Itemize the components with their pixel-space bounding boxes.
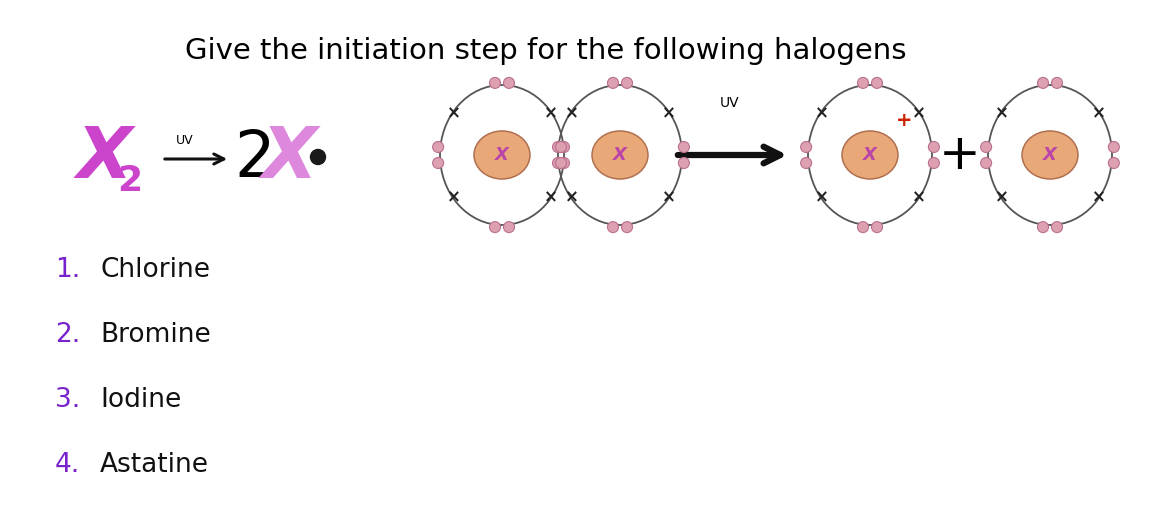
Circle shape [608, 222, 618, 233]
Circle shape [552, 141, 564, 152]
Text: Bromine: Bromine [100, 322, 210, 348]
Circle shape [432, 158, 444, 169]
Circle shape [503, 222, 515, 233]
Circle shape [981, 158, 991, 169]
Text: ×: × [544, 104, 558, 122]
Text: ×: × [911, 104, 925, 122]
Circle shape [503, 77, 515, 88]
Text: 3.: 3. [55, 387, 80, 413]
Circle shape [489, 222, 501, 233]
Circle shape [432, 141, 444, 152]
Text: X: X [1043, 146, 1057, 164]
Text: ×: × [544, 188, 558, 206]
Text: ×: × [565, 188, 579, 206]
Text: UV: UV [177, 134, 194, 148]
Circle shape [1052, 222, 1062, 233]
Text: X: X [863, 146, 877, 164]
Text: ×: × [446, 188, 460, 206]
Circle shape [858, 77, 868, 88]
Text: UV: UV [720, 96, 740, 110]
Circle shape [801, 141, 811, 152]
Circle shape [555, 158, 567, 169]
Circle shape [608, 77, 618, 88]
Circle shape [872, 77, 882, 88]
Text: ×: × [815, 104, 829, 122]
Text: ×: × [565, 104, 579, 122]
Text: ×: × [1091, 188, 1105, 206]
Text: 2: 2 [235, 128, 275, 190]
Circle shape [1109, 158, 1119, 169]
Circle shape [552, 158, 564, 169]
Text: +: + [939, 131, 981, 179]
Text: X: X [495, 146, 509, 164]
Circle shape [622, 77, 632, 88]
Circle shape [555, 141, 567, 152]
Circle shape [622, 222, 632, 233]
Circle shape [858, 222, 868, 233]
Circle shape [559, 158, 569, 169]
Ellipse shape [474, 131, 530, 179]
Circle shape [1109, 141, 1119, 152]
Text: 2.: 2. [55, 322, 80, 348]
Text: 4.: 4. [55, 452, 80, 478]
Circle shape [310, 150, 325, 165]
Text: +: + [896, 111, 912, 130]
Text: X: X [614, 146, 627, 164]
Text: ×: × [446, 104, 460, 122]
Text: Iodine: Iodine [100, 387, 181, 413]
Text: ×: × [995, 188, 1009, 206]
Ellipse shape [591, 131, 648, 179]
Ellipse shape [1023, 131, 1078, 179]
Circle shape [872, 222, 882, 233]
Circle shape [801, 158, 811, 169]
Circle shape [1052, 77, 1062, 88]
Text: ×: × [1091, 104, 1105, 122]
Circle shape [489, 77, 501, 88]
Circle shape [928, 158, 939, 169]
Circle shape [1038, 77, 1048, 88]
Circle shape [928, 141, 939, 152]
Circle shape [981, 141, 991, 152]
Text: Astatine: Astatine [100, 452, 209, 478]
Text: 1.: 1. [55, 257, 80, 283]
Text: X: X [263, 124, 318, 194]
Circle shape [1038, 222, 1048, 233]
Text: ×: × [815, 188, 829, 206]
Text: Give the initiation step for the following halogens: Give the initiation step for the followi… [186, 37, 906, 65]
Text: ×: × [661, 188, 675, 206]
Circle shape [679, 158, 689, 169]
Ellipse shape [842, 131, 898, 179]
Circle shape [679, 141, 689, 152]
Text: Chlorine: Chlorine [100, 257, 210, 283]
Text: 2: 2 [117, 164, 143, 198]
Text: ×: × [661, 104, 675, 122]
Text: X: X [77, 124, 132, 194]
Circle shape [559, 141, 569, 152]
Text: ×: × [995, 104, 1009, 122]
Text: ×: × [911, 188, 925, 206]
